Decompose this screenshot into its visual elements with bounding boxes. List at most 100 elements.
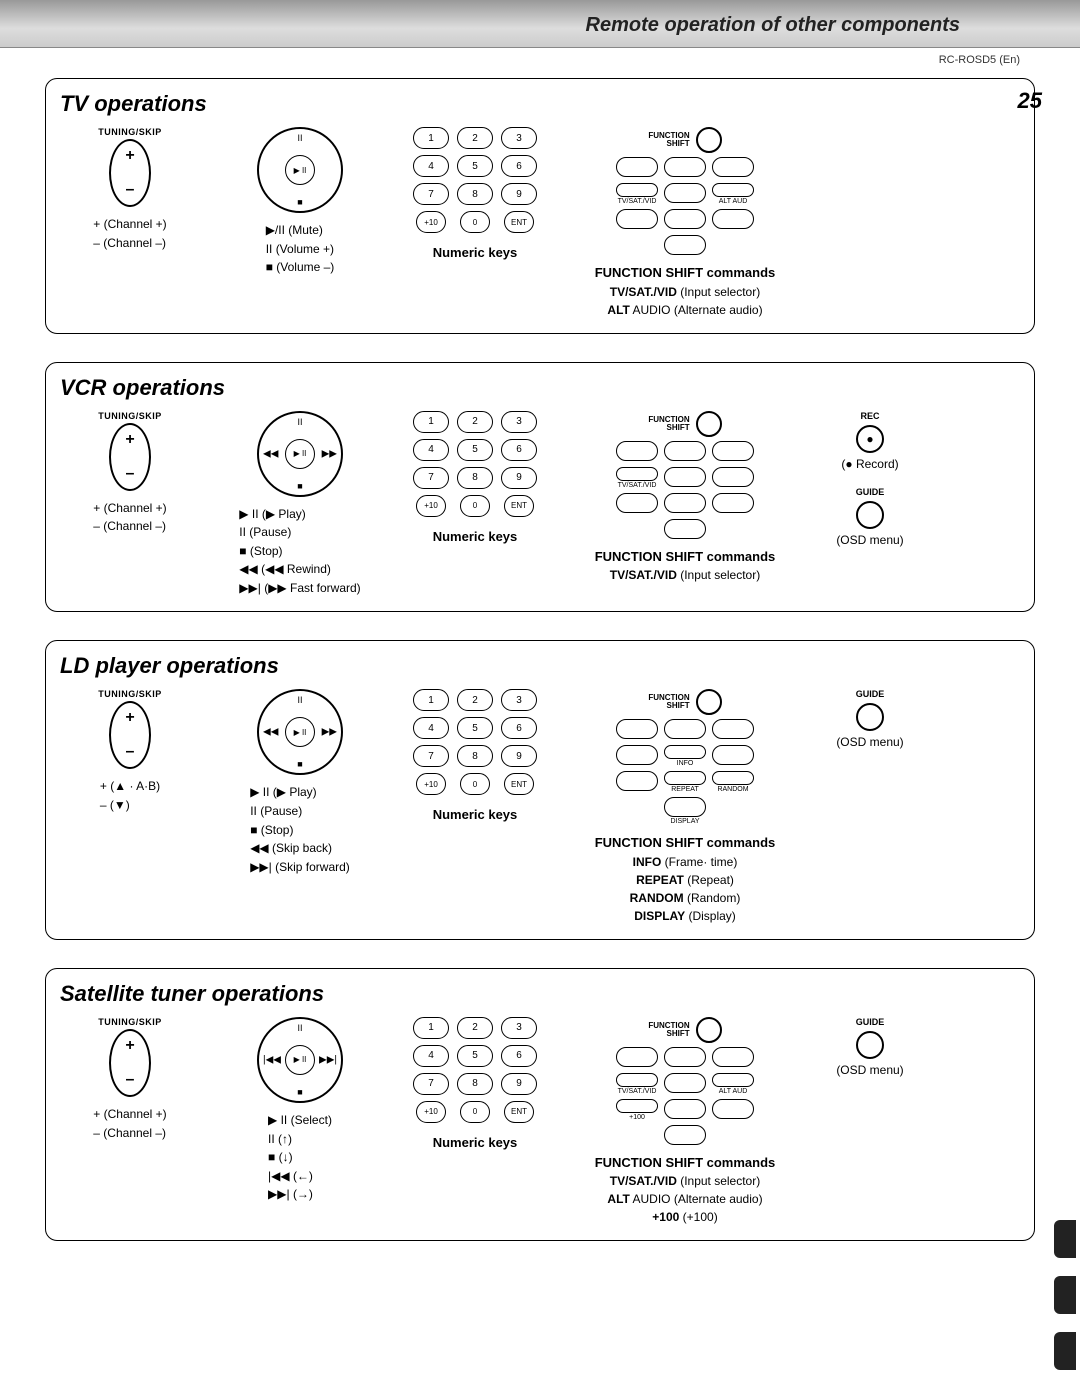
dpad-center[interactable]: ▶ II (285, 717, 315, 747)
numeric-key[interactable]: ENT (504, 773, 534, 795)
tuning-rocker[interactable]: +– (109, 139, 151, 207)
numeric-key[interactable]: 1 (413, 411, 449, 433)
side-button[interactable] (856, 703, 884, 731)
numeric-key[interactable]: 7 (413, 183, 449, 205)
numeric-key[interactable]: ENT (504, 1101, 534, 1123)
dpad[interactable]: II■◀◀▶▶▶ II (257, 411, 343, 497)
numeric-key[interactable]: 8 (457, 183, 493, 205)
function-button-blank[interactable] (664, 1073, 706, 1093)
numeric-key[interactable]: +10 (416, 211, 446, 233)
numeric-key[interactable]: 4 (413, 439, 449, 461)
function-button[interactable] (712, 771, 754, 785)
function-button[interactable] (664, 745, 706, 759)
numeric-key[interactable]: 5 (457, 439, 493, 461)
function-button-blank[interactable] (664, 209, 706, 229)
numeric-key[interactable]: 2 (457, 411, 493, 433)
function-shift-button[interactable] (696, 1017, 722, 1043)
function-button-blank[interactable] (712, 719, 754, 739)
numeric-key[interactable]: 6 (501, 155, 537, 177)
function-button-blank[interactable] (616, 209, 658, 229)
function-button-blank[interactable] (664, 1099, 706, 1119)
function-button-blank[interactable] (712, 745, 754, 765)
numeric-key[interactable]: 4 (413, 717, 449, 739)
numeric-key[interactable]: 3 (501, 411, 537, 433)
function-button-blank[interactable] (664, 157, 706, 177)
function-button-blank[interactable] (616, 441, 658, 461)
tuning-rocker[interactable]: +– (109, 1029, 151, 1097)
numeric-key[interactable]: 1 (413, 127, 449, 149)
function-button-blank[interactable] (712, 1047, 754, 1067)
numeric-key[interactable]: +10 (416, 495, 446, 517)
side-button[interactable] (856, 501, 884, 529)
function-button-blank[interactable] (664, 441, 706, 461)
function-button[interactable] (616, 467, 658, 481)
function-button-blank[interactable] (664, 183, 706, 203)
numeric-key[interactable]: 5 (457, 1045, 493, 1067)
function-button-blank[interactable] (712, 157, 754, 177)
numeric-key[interactable]: 2 (457, 127, 493, 149)
function-button[interactable] (712, 1073, 754, 1087)
dpad[interactable]: II■◀◀▶▶▶ II (257, 689, 343, 775)
numeric-key[interactable]: 9 (501, 745, 537, 767)
function-button[interactable] (616, 1073, 658, 1087)
function-button-blank[interactable] (712, 441, 754, 461)
numeric-key[interactable]: 0 (460, 1101, 490, 1123)
numeric-key[interactable]: 0 (460, 773, 490, 795)
function-button-blank[interactable] (712, 209, 754, 229)
function-shift-button[interactable] (696, 411, 722, 437)
function-button-blank[interactable] (664, 467, 706, 487)
dpad[interactable]: II■▶ II (257, 127, 343, 213)
numeric-key[interactable]: 5 (457, 717, 493, 739)
function-button[interactable] (616, 183, 658, 197)
numeric-key[interactable]: 6 (501, 439, 537, 461)
side-button[interactable] (856, 1031, 884, 1059)
function-button-blank[interactable] (616, 719, 658, 739)
function-button-blank[interactable] (712, 493, 754, 513)
numeric-key[interactable]: 8 (457, 1073, 493, 1095)
function-button-blank[interactable] (664, 1047, 706, 1067)
numeric-key[interactable]: 8 (457, 467, 493, 489)
numeric-key[interactable]: 1 (413, 1017, 449, 1039)
function-button[interactable] (664, 519, 706, 539)
function-button-blank[interactable] (616, 1047, 658, 1067)
numeric-key[interactable]: 4 (413, 1045, 449, 1067)
numeric-key[interactable]: 7 (413, 467, 449, 489)
function-shift-button[interactable] (696, 127, 722, 153)
numeric-key[interactable]: 7 (413, 745, 449, 767)
side-button[interactable]: ● (856, 425, 884, 453)
numeric-key[interactable]: 7 (413, 1073, 449, 1095)
numeric-key[interactable]: 0 (460, 495, 490, 517)
numeric-key[interactable]: 9 (501, 467, 537, 489)
numeric-key[interactable]: 9 (501, 1073, 537, 1095)
numeric-key[interactable]: 6 (501, 717, 537, 739)
function-button-blank[interactable] (616, 493, 658, 513)
numeric-key[interactable]: 9 (501, 183, 537, 205)
function-button[interactable] (664, 797, 706, 817)
numeric-key[interactable]: 8 (457, 745, 493, 767)
numeric-key[interactable]: 3 (501, 689, 537, 711)
function-button-blank[interactable] (664, 493, 706, 513)
numeric-key[interactable]: 6 (501, 1045, 537, 1067)
numeric-key[interactable]: +10 (416, 1101, 446, 1123)
numeric-key[interactable]: ENT (504, 495, 534, 517)
function-button[interactable] (616, 1099, 658, 1113)
tuning-rocker[interactable]: +– (109, 423, 151, 491)
function-shift-button[interactable] (696, 689, 722, 715)
function-button[interactable] (712, 183, 754, 197)
numeric-key[interactable]: 3 (501, 127, 537, 149)
function-button-blank[interactable] (616, 157, 658, 177)
numeric-key[interactable]: +10 (416, 773, 446, 795)
numeric-key[interactable]: 1 (413, 689, 449, 711)
numeric-key[interactable]: ENT (504, 211, 534, 233)
numeric-key[interactable]: 5 (457, 155, 493, 177)
numeric-key[interactable]: 3 (501, 1017, 537, 1039)
numeric-key[interactable]: 2 (457, 1017, 493, 1039)
dpad[interactable]: II■|◀◀▶▶|▶ II (257, 1017, 343, 1103)
dpad-center[interactable]: ▶ II (285, 1045, 315, 1075)
function-button[interactable] (664, 1125, 706, 1145)
function-button[interactable] (664, 771, 706, 785)
numeric-key[interactable]: 2 (457, 689, 493, 711)
function-button-blank[interactable] (712, 1099, 754, 1119)
function-button-blank[interactable] (616, 745, 658, 765)
numeric-key[interactable]: 4 (413, 155, 449, 177)
